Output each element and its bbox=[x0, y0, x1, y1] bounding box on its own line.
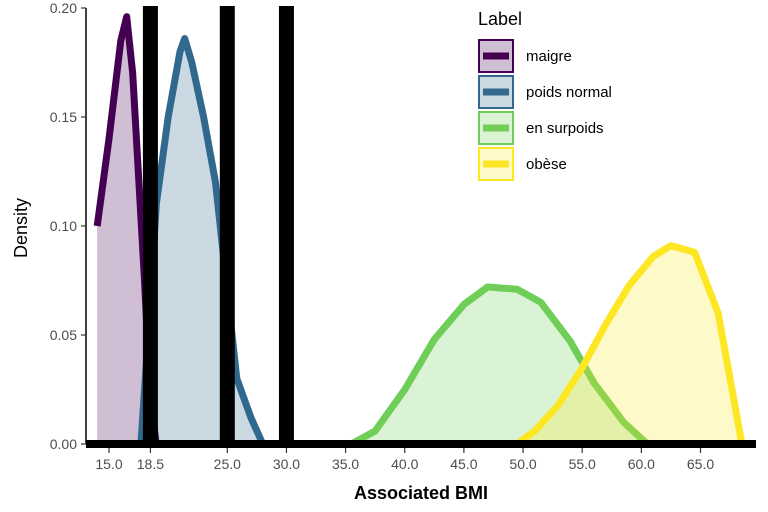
y-axis: 0.00 0.05 0.10 0.15 0.20 bbox=[50, 0, 87, 452]
x-tick-label: 25.0 bbox=[214, 456, 241, 472]
y-axis-title: Density bbox=[11, 198, 31, 258]
legend-item-poids-normal: poids normal bbox=[478, 75, 612, 109]
x-tick-label: 65.0 bbox=[687, 456, 714, 472]
density-area-en-surpoids bbox=[351, 287, 648, 444]
plot-area bbox=[93, 6, 746, 448]
density-area-ob-se bbox=[517, 245, 742, 444]
y-tick-label: 0.05 bbox=[50, 327, 77, 343]
legend-item-ob-se: obèse bbox=[478, 147, 567, 181]
x-tick-label: 30.0 bbox=[273, 456, 300, 472]
x-tick-label: 35.0 bbox=[332, 456, 359, 472]
y-tick-label: 0.00 bbox=[50, 436, 77, 452]
legend-label: obèse bbox=[526, 156, 567, 173]
legend-label: maigre bbox=[526, 48, 572, 65]
legend-item-en-surpoids: en surpoids bbox=[478, 111, 604, 145]
y-tick-label: 0.15 bbox=[50, 109, 77, 125]
density-line-en-surpoids bbox=[349, 283, 650, 448]
legend-label: en surpoids bbox=[526, 120, 604, 137]
legend-title: Label bbox=[478, 9, 522, 29]
x-tick-label: 50.0 bbox=[509, 456, 536, 472]
x-tick-label: 55.0 bbox=[569, 456, 596, 472]
x-tick-label: 45.0 bbox=[450, 456, 477, 472]
x-tick-label: 60.0 bbox=[628, 456, 655, 472]
x-axis-title: Associated BMI bbox=[354, 483, 488, 503]
x-tick-label: 40.0 bbox=[391, 456, 418, 472]
density-line-ob-se bbox=[515, 242, 746, 447]
legend-label: poids normal bbox=[526, 84, 612, 101]
legend-item-maigre: maigre bbox=[478, 39, 572, 73]
x-tick-label: 15.0 bbox=[95, 456, 122, 472]
y-tick-label: 0.20 bbox=[50, 0, 77, 16]
x-tick-label: 18.5 bbox=[137, 456, 164, 472]
x-axis: 15.0 18.5 25.0 30.0 35.0 40.0 45.0 50.0 55.0 60.0… bbox=[86, 440, 756, 472]
y-tick-label: 0.10 bbox=[50, 218, 77, 234]
legend: Label maigre poids normal en surpoids obèse bbox=[478, 9, 612, 181]
